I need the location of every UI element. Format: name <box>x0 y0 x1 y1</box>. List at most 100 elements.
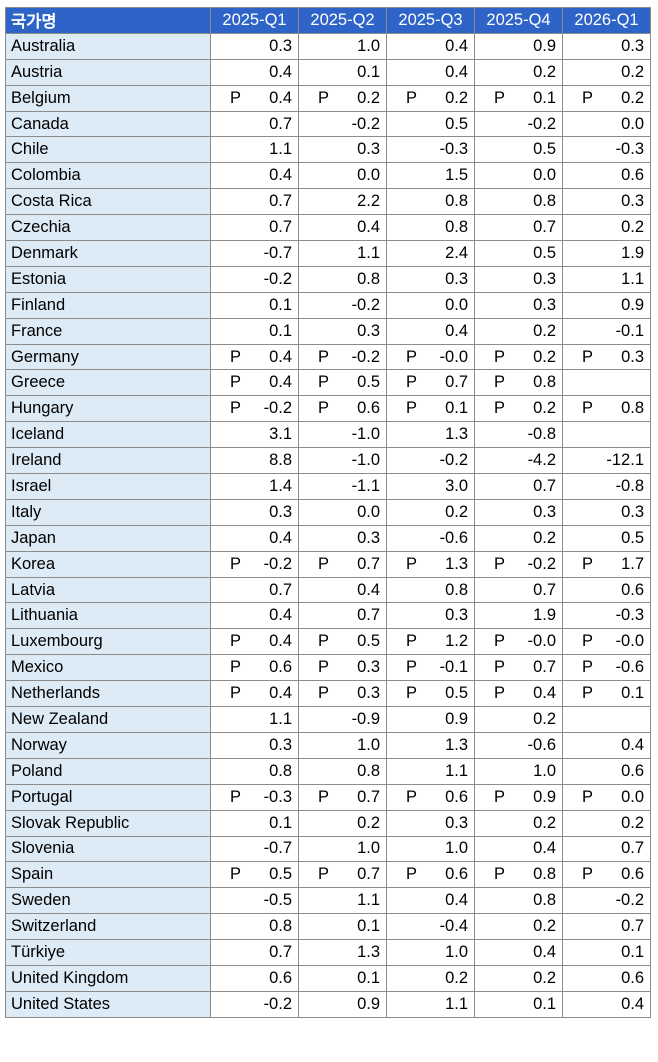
table-row: Portugal P -0.3 P 0.7 P 0.6 P 0.9 P 0.0 <box>5 783 651 811</box>
country-name: Türkiye <box>5 939 211 966</box>
value-cell: P 0.8 <box>474 369 563 397</box>
provisional-flag: P <box>317 632 329 651</box>
growth-value: 0.9 <box>621 295 644 314</box>
growth-value: 0.4 <box>533 839 556 858</box>
provisional-flag: P <box>317 554 329 573</box>
growth-value: 1.4 <box>269 476 292 495</box>
value-cell: 0.7 <box>562 835 651 863</box>
growth-value: 0.0 <box>445 295 468 314</box>
provisional-flag: P <box>405 658 417 677</box>
value-cell: P 0.5 <box>210 861 299 889</box>
value-cell: 0.1 <box>562 939 651 966</box>
country-name: New Zealand <box>5 706 211 733</box>
growth-value: 0.8 <box>445 192 468 211</box>
growth-value: 0.3 <box>533 269 556 288</box>
growth-value: 0.2 <box>445 88 468 107</box>
value-cell: P 0.2 <box>386 84 475 112</box>
value-cell: P 0.7 <box>386 369 475 397</box>
value-cell: P 0.9 <box>474 783 563 811</box>
growth-value: 1.0 <box>445 839 468 858</box>
growth-value: 1.9 <box>533 606 556 625</box>
country-name: Belgium <box>5 84 211 112</box>
value-cell: P 0.4 <box>210 628 299 656</box>
provisional-flag: P <box>581 658 593 677</box>
provisional-flag: P <box>317 865 329 884</box>
growth-value: 0.4 <box>445 36 468 55</box>
value-cell: P 0.7 <box>298 861 387 889</box>
value-cell: 0.3 <box>562 32 651 60</box>
provisional-flag: P <box>317 684 329 703</box>
value-cell: P -0.2 <box>210 395 299 423</box>
growth-value: 1.0 <box>357 36 380 55</box>
growth-value: 0.6 <box>269 658 292 677</box>
growth-value: -0.2 <box>263 994 292 1013</box>
growth-value: 0.4 <box>269 373 292 392</box>
country-name: Korea <box>5 550 211 578</box>
value-cell: P 0.2 <box>562 84 651 112</box>
value-cell: 0.3 <box>386 809 475 837</box>
table-row: Australia 0.3 1.0 0.4 0.9 0.3 <box>5 32 651 60</box>
growth-value: -0.2 <box>351 347 380 366</box>
value-cell: P 0.3 <box>562 343 651 371</box>
growth-value: 0.5 <box>269 865 292 884</box>
growth-value: 0.8 <box>357 761 380 780</box>
value-cell: 0.7 <box>210 110 299 138</box>
value-cell: 0.3 <box>298 136 387 164</box>
value-cell: -0.1 <box>562 317 651 345</box>
value-cell: 0.8 <box>474 887 563 915</box>
provisional-flag: P <box>229 554 241 573</box>
growth-value: 0.4 <box>621 994 644 1013</box>
value-cell: 0.8 <box>474 188 563 216</box>
country-name: Sweden <box>5 887 211 915</box>
value-cell: -0.9 <box>298 706 387 733</box>
value-cell: P -0.1 <box>386 654 475 682</box>
growth-value: 0.3 <box>357 528 380 547</box>
value-cell: -1.0 <box>298 421 387 449</box>
value-cell: 0.2 <box>474 317 563 345</box>
growth-value: 0.2 <box>533 321 556 340</box>
growth-value: 0.6 <box>621 761 644 780</box>
value-cell: 0.8 <box>210 757 299 785</box>
growth-value: 1.0 <box>445 943 468 961</box>
growth-value: 0.4 <box>269 347 292 366</box>
country-name: Iceland <box>5 421 211 449</box>
value-cell: P -0.2 <box>474 550 563 578</box>
growth-value: 0.2 <box>533 709 556 728</box>
country-name: Australia <box>5 32 211 60</box>
value-cell: 1.9 <box>474 602 563 630</box>
provisional-flag: P <box>405 373 417 392</box>
growth-value: 0.3 <box>269 36 292 55</box>
table-row: Canada 0.7 -0.2 0.5 -0.2 0.0 <box>5 110 651 138</box>
value-cell: -1.1 <box>298 473 387 500</box>
value-cell: 1.1 <box>562 265 651 293</box>
growth-value: -0.7 <box>263 839 292 858</box>
value-cell: 1.3 <box>386 731 475 759</box>
growth-value: 0.2 <box>621 62 644 81</box>
growth-value: 0.3 <box>533 295 556 314</box>
growth-value: 0.5 <box>533 243 556 262</box>
value-cell: 0.8 <box>210 913 299 941</box>
value-cell: 0.3 <box>562 498 651 526</box>
growth-value: -1.0 <box>351 451 380 470</box>
growth-value: 0.8 <box>533 373 556 392</box>
country-name: Slovak Republic <box>5 809 211 837</box>
header-country: 국가명 <box>5 7 211 34</box>
value-cell: 0.4 <box>210 524 299 552</box>
table-row: Germany P 0.4 P -0.2 P -0.0 P 0.2 P 0.3 <box>5 343 651 371</box>
value-cell: 0.1 <box>474 990 563 1018</box>
value-cell: 0.7 <box>210 188 299 216</box>
value-cell: 0.1 <box>298 964 387 992</box>
country-name: Chile <box>5 136 211 164</box>
data-table: 국가명 2025-Q1 2025-Q2 2025-Q3 2025-Q4 2026… <box>5 7 651 1018</box>
growth-value: 0.0 <box>533 166 556 185</box>
value-cell: P 0.2 <box>298 84 387 112</box>
growth-value: -0.2 <box>263 269 292 288</box>
growth-value: 0.2 <box>357 813 380 832</box>
provisional-flag: P <box>317 787 329 806</box>
growth-value: 0.1 <box>269 321 292 340</box>
provisional-flag: P <box>229 373 241 392</box>
value-cell: 1.1 <box>210 706 299 733</box>
provisional-flag: P <box>581 347 593 366</box>
header-quarter: 2025-Q2 <box>298 7 387 34</box>
country-name: Luxembourg <box>5 628 211 656</box>
